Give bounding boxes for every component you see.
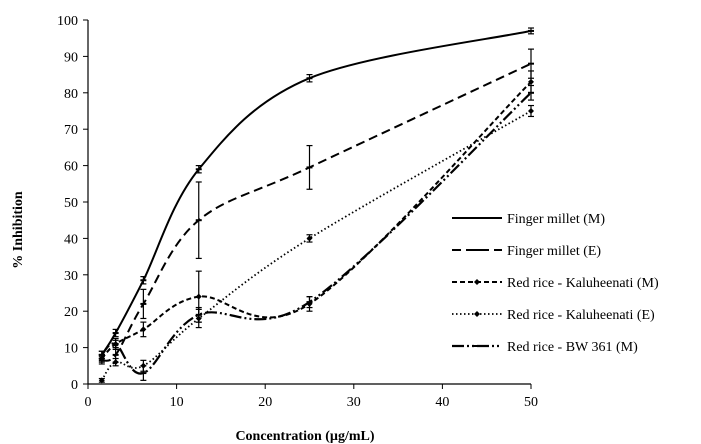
legend: Finger millet (M) Finger millet (E) Red ri… <box>452 212 659 355</box>
y-axis-label: % Inhibition <box>11 191 26 269</box>
x-tick-label: 10 <box>170 395 184 410</box>
y-tick-label: 80 <box>64 87 78 102</box>
data-point <box>195 293 202 300</box>
legend-label: Red rice - BW 361 (M) <box>507 340 638 355</box>
data-point <box>98 377 105 384</box>
x-axis-label: Concentration (µg/mL) <box>235 429 374 444</box>
legend-label: Finger millet (E) <box>507 244 601 259</box>
data-point <box>528 108 534 114</box>
y-tick-label: 100 <box>57 14 78 29</box>
data-point <box>112 359 119 366</box>
series-line <box>100 92 532 375</box>
series-line <box>101 110 532 381</box>
legend-label: Red rice - Kaluheenati (E) <box>507 308 655 323</box>
y-tick-label: 60 <box>64 160 78 175</box>
y-tick-label: 10 <box>64 342 78 357</box>
legend-label: Red rice - Kaluheenati (M) <box>507 276 659 291</box>
legend-marker <box>474 279 480 285</box>
legend-marker <box>474 311 480 317</box>
data-point <box>140 326 147 333</box>
y-tick-label: 20 <box>64 305 78 320</box>
y-tick-label: 50 <box>64 196 78 211</box>
x-tick-label: 50 <box>524 395 538 410</box>
legend-label: Finger millet (M) <box>507 212 605 227</box>
series-line <box>101 62 532 362</box>
x-tick-label: 0 <box>85 395 92 410</box>
y-tick-label: 30 <box>64 269 78 284</box>
y-tick-label: 70 <box>64 123 78 138</box>
series-line <box>100 29 532 356</box>
x-tick-label: 40 <box>435 395 449 410</box>
y-tick-label: 90 <box>64 50 78 65</box>
data-point <box>306 235 313 242</box>
y-tick-label: 0 <box>71 378 78 393</box>
data-point <box>528 78 534 85</box>
x-tick-label: 30 <box>347 395 361 410</box>
y-tick-label: 40 <box>64 232 78 247</box>
series-line <box>101 81 532 360</box>
x-tick-label: 20 <box>258 395 272 410</box>
